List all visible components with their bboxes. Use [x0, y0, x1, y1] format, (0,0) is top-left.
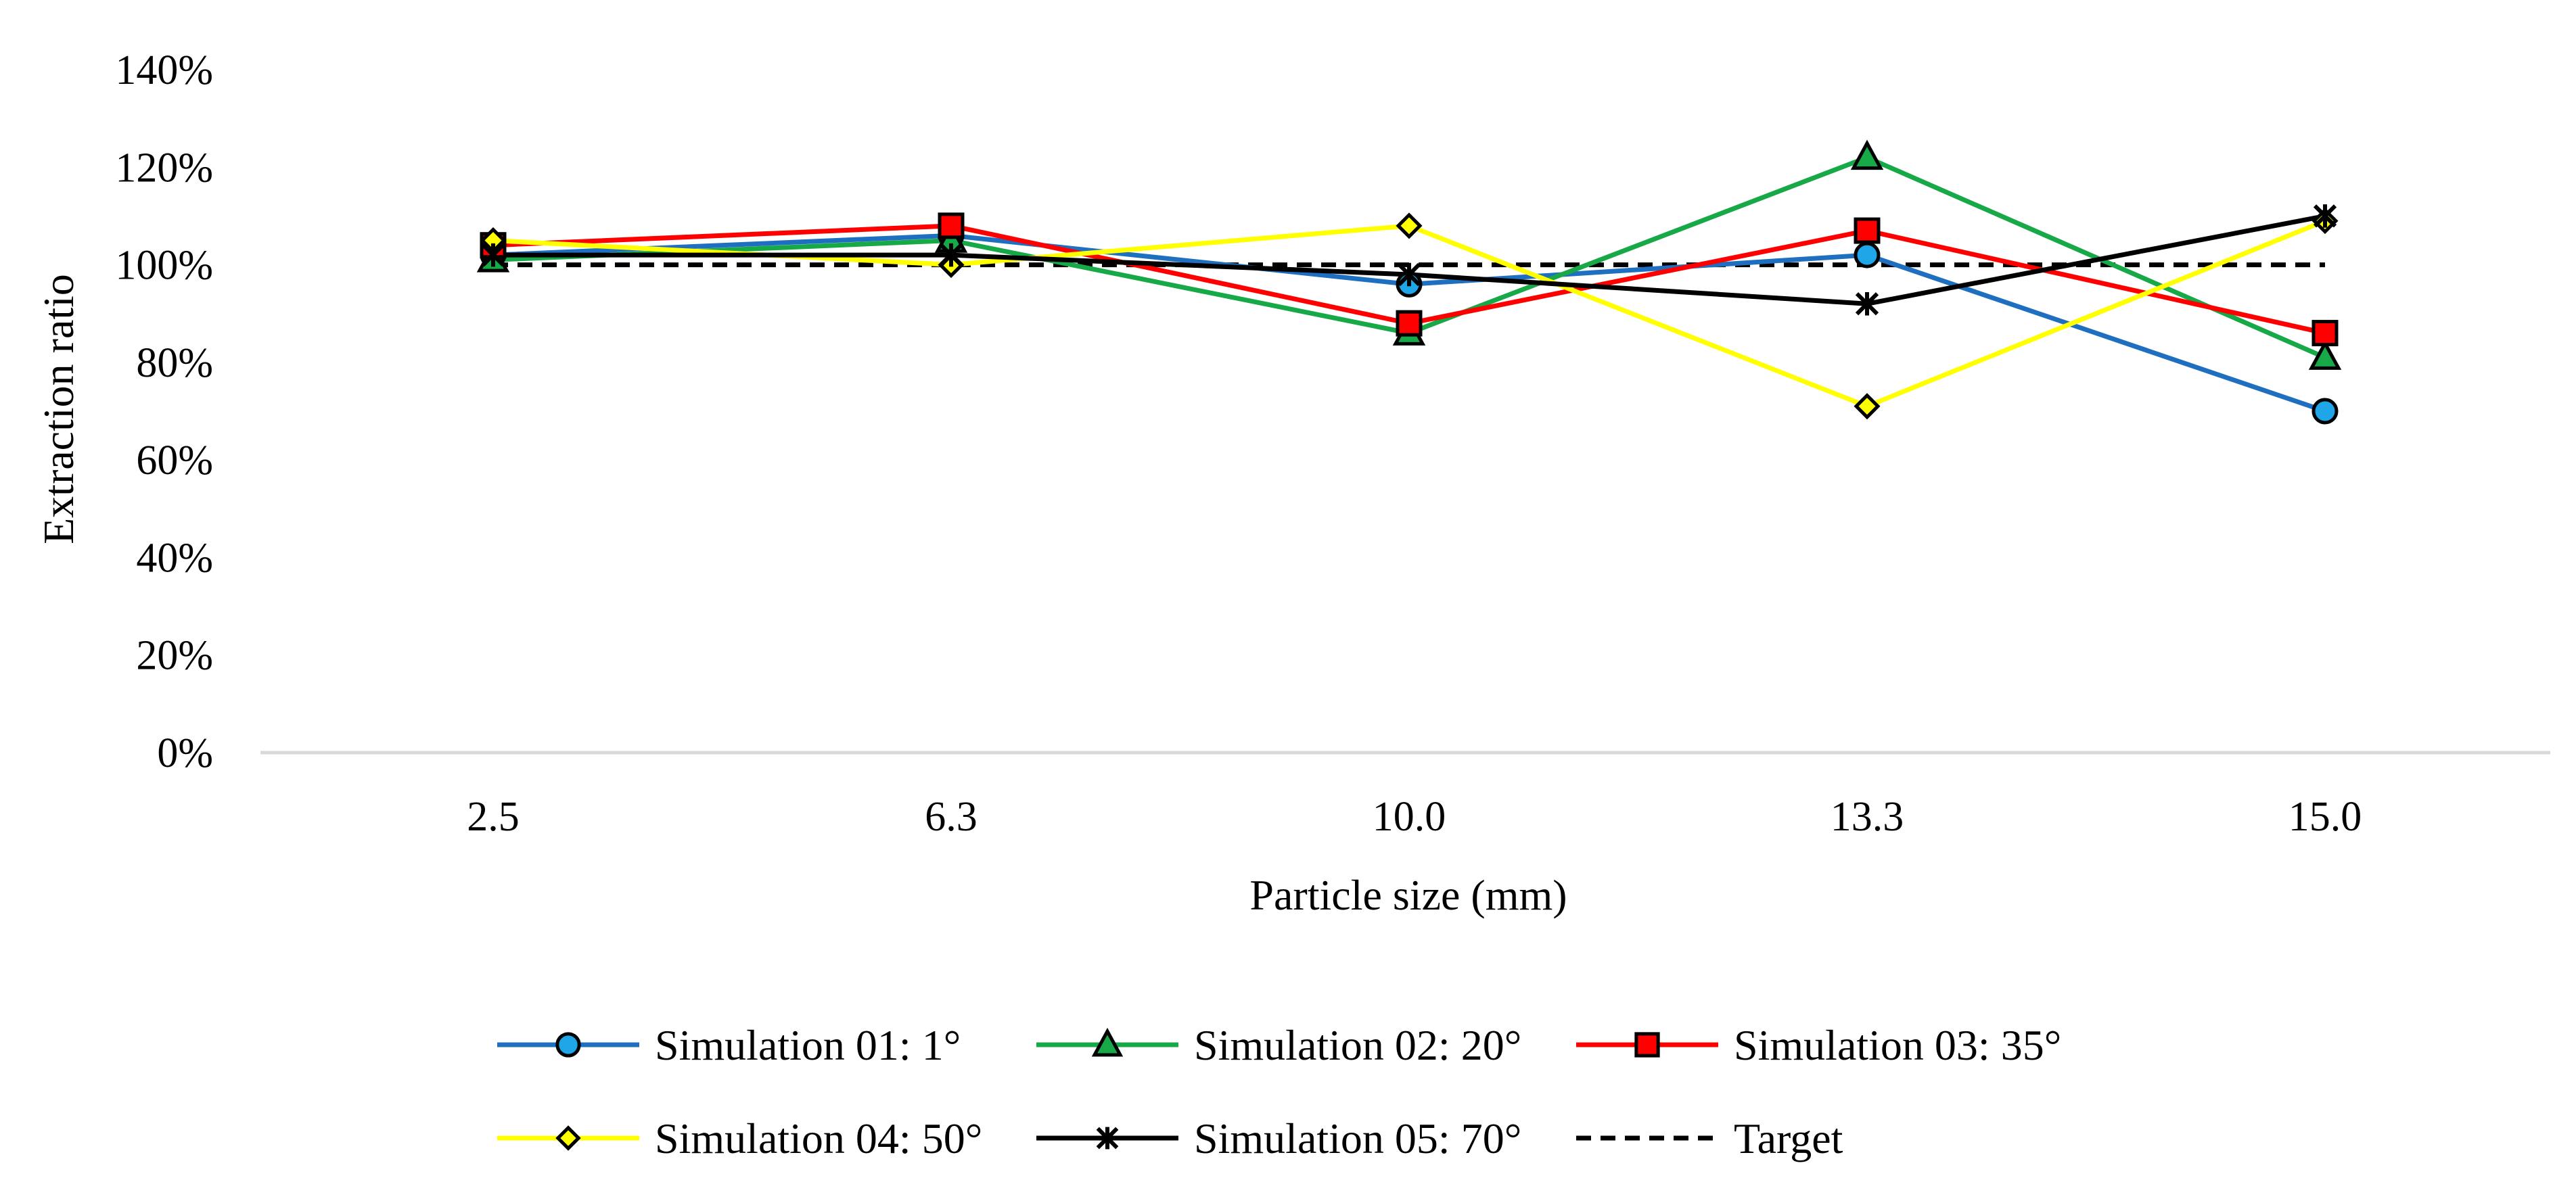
legend: Simulation 01: 1° Simulation 02: 20° Simul… — [497, 1021, 2061, 1162]
data-point — [938, 212, 965, 239]
legend-marker — [555, 1032, 581, 1058]
data-point — [1855, 292, 1879, 316]
x-tick-label: 15.0 — [2288, 794, 2362, 840]
legend-label: Simulation 01: 1° — [655, 1021, 961, 1069]
legend-label: Simulation 04: 50° — [655, 1114, 982, 1162]
y-tick-label: 140% — [115, 47, 213, 93]
y-axis-title: Extraction ratio — [34, 274, 83, 544]
series-markers — [476, 139, 2342, 425]
y-tick-label: 40% — [136, 535, 213, 581]
legend-marker — [1634, 1032, 1660, 1058]
y-tick-label: 0% — [157, 730, 213, 776]
legend-item: Simulation 05: 70° — [1036, 1114, 1521, 1162]
data-point — [1854, 393, 1881, 420]
data-point — [1396, 212, 1423, 239]
legend-label: Simulation 05: 70° — [1194, 1114, 1521, 1162]
x-tick-label: 6.3 — [925, 794, 978, 840]
y-tick-label: 60% — [136, 438, 213, 483]
legend-item: Simulation 01: 1° — [497, 1021, 961, 1069]
x-axis-title: Particle size (mm) — [1249, 871, 1567, 919]
data-point — [939, 243, 963, 267]
legend-item: Simulation 03: 35° — [1576, 1021, 2061, 1069]
legend-label: Simulation 03: 35° — [1734, 1021, 2061, 1069]
legend-marker — [1096, 1127, 1119, 1150]
data-point — [1396, 310, 1423, 337]
y-tick-label: 120% — [115, 145, 213, 191]
legend-marker — [555, 1125, 581, 1151]
legend-item: Simulation 02: 20° — [1036, 1021, 1521, 1069]
data-point — [1854, 217, 1881, 244]
data-point — [1397, 262, 1421, 287]
legend-marker — [1091, 1027, 1124, 1057]
x-axis: 2.5 6.3 10.0 13.3 15.0 — [260, 751, 2550, 840]
data-point — [2308, 339, 2342, 370]
x-tick-label: 2.5 — [467, 794, 520, 840]
y-axis: 0% 20% 40% 60% 80% 100% 120% 140% — [115, 47, 213, 776]
y-tick-label: 20% — [136, 633, 213, 679]
data-point — [1854, 241, 1881, 268]
data-point — [2313, 204, 2337, 228]
data-point — [2312, 320, 2339, 347]
y-tick-label: 100% — [115, 243, 213, 289]
x-tick-label: 13.3 — [1831, 794, 1904, 840]
data-point — [481, 243, 505, 267]
legend-item: Simulation 04: 50° — [497, 1114, 982, 1162]
y-tick-label: 80% — [136, 340, 213, 386]
legend-label: Simulation 02: 20° — [1194, 1021, 1521, 1069]
data-point — [1850, 139, 1884, 170]
legend-item: Target — [1576, 1114, 1843, 1162]
data-point — [2312, 398, 2339, 425]
legend-label: Target — [1734, 1114, 1843, 1162]
x-tick-label: 10.0 — [1373, 794, 1446, 840]
